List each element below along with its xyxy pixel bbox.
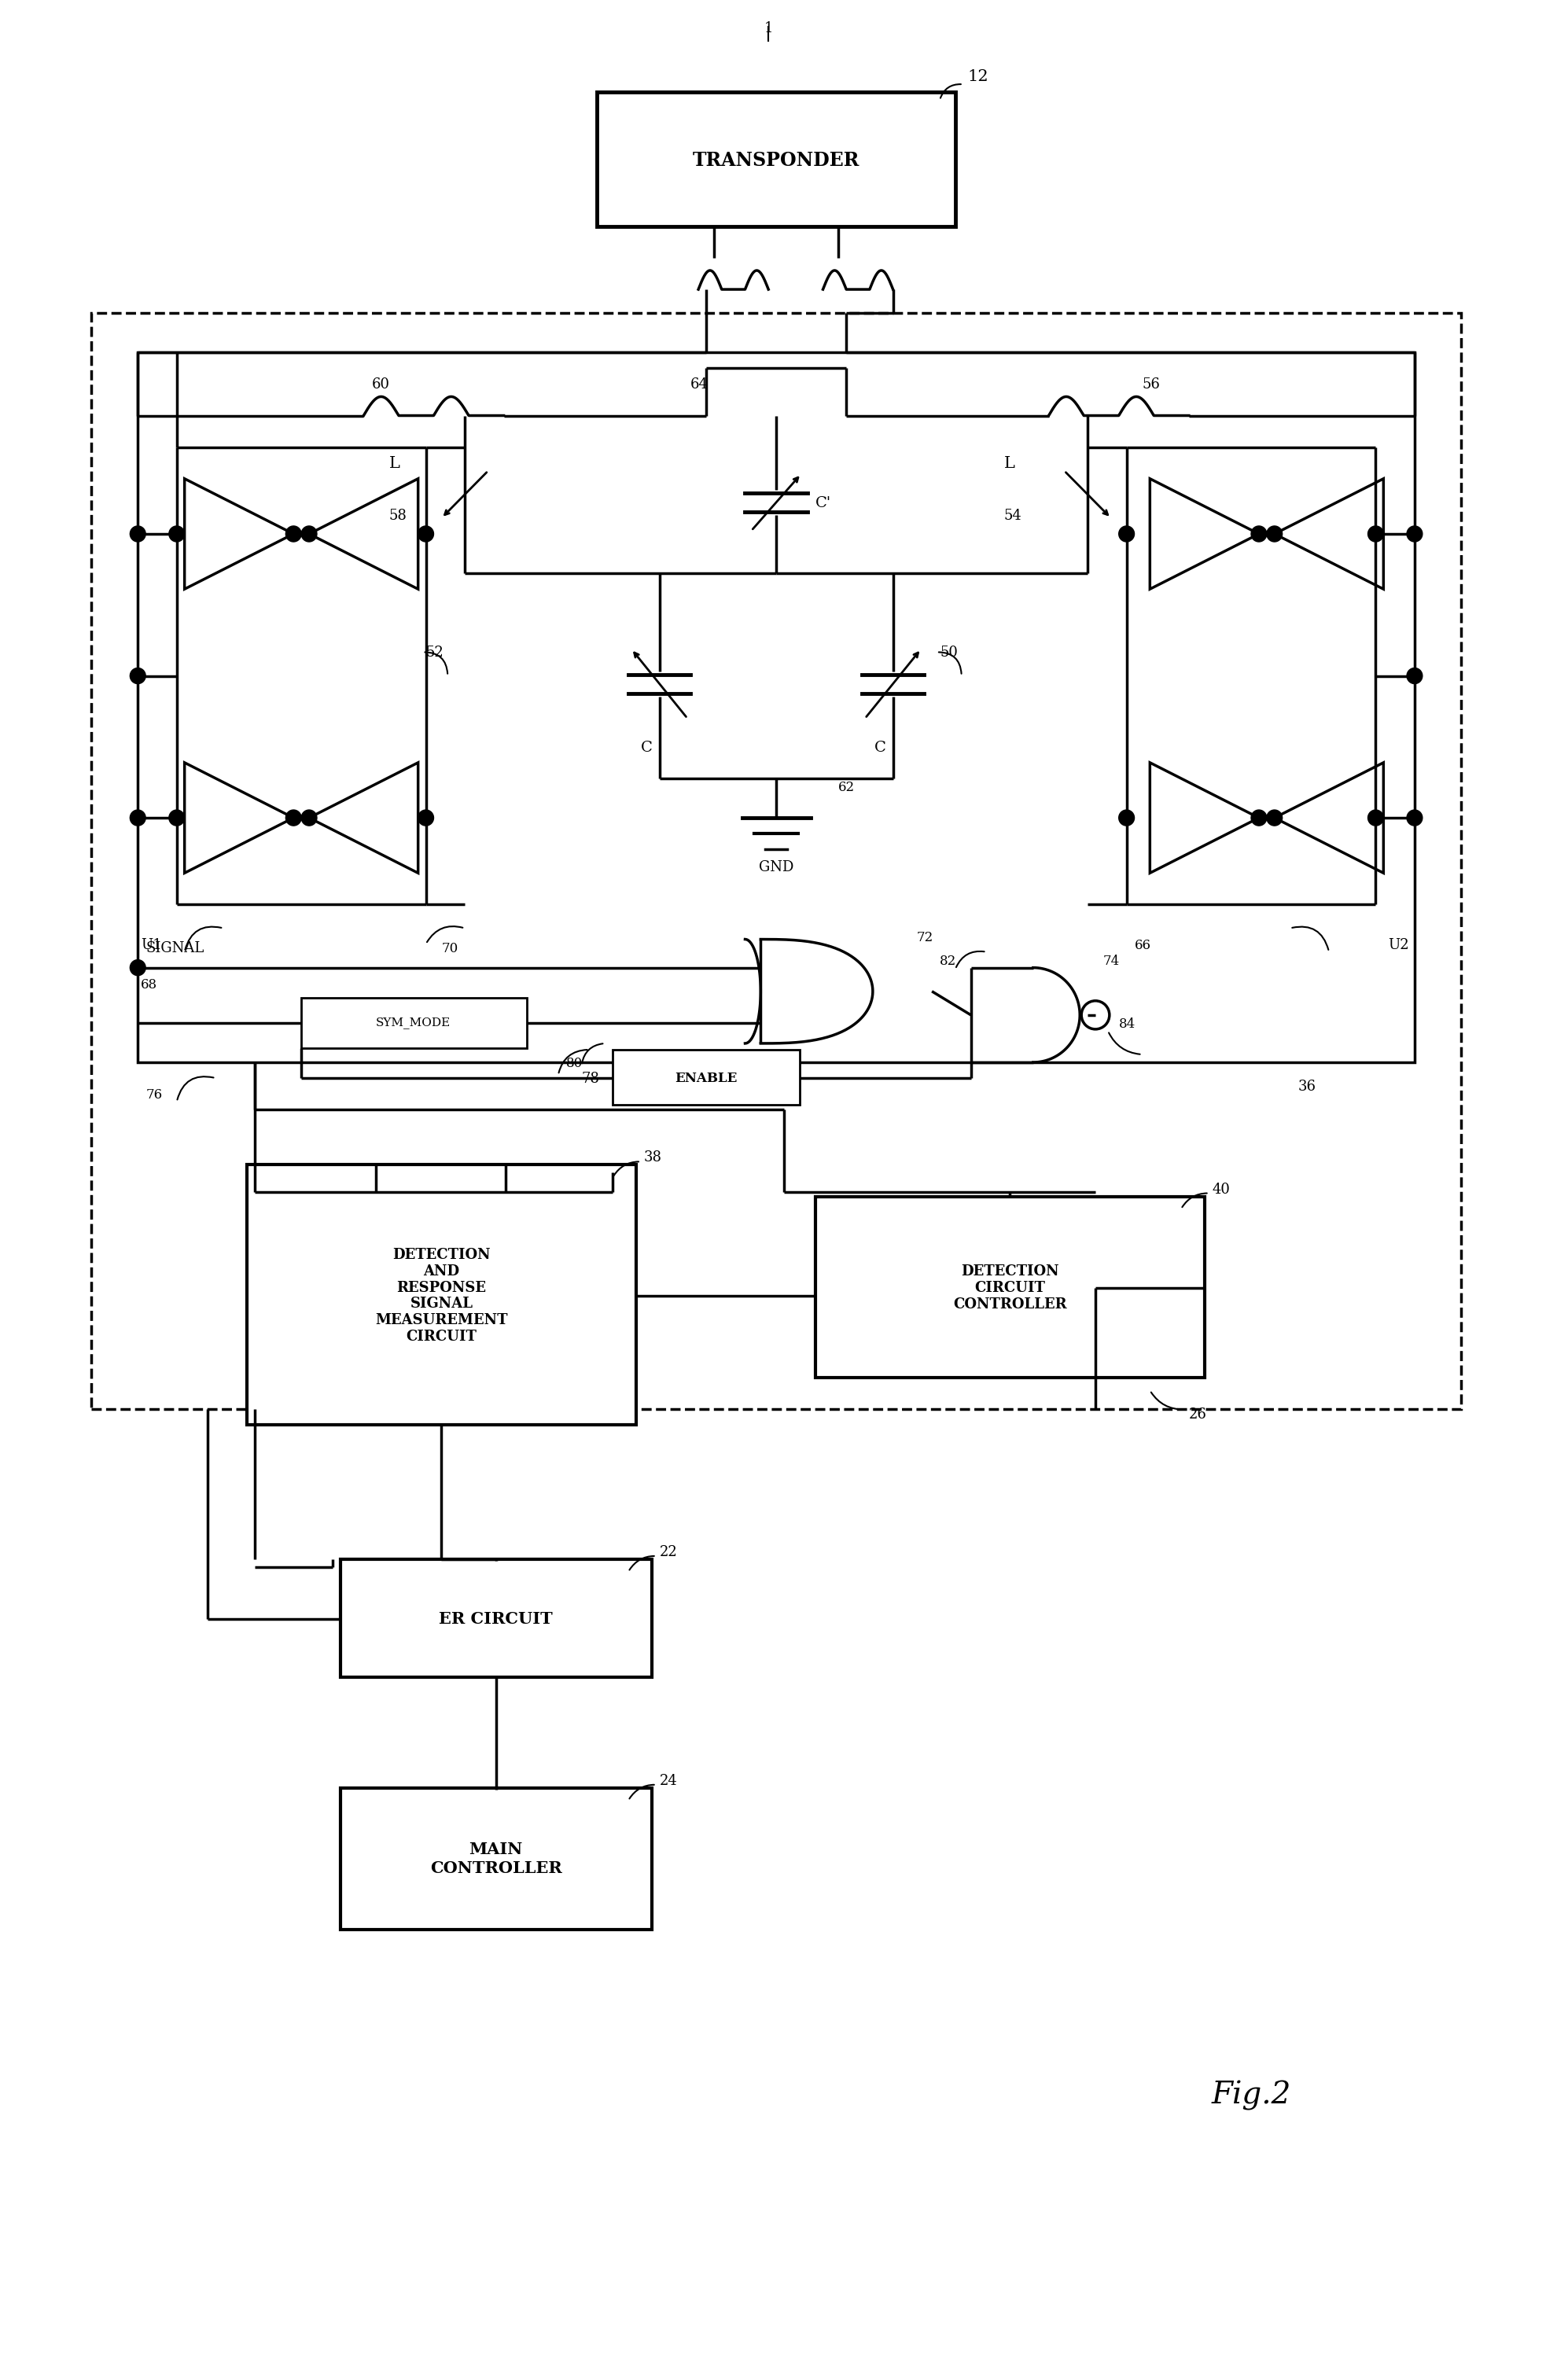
Text: TRANSPONDER: TRANSPONDER bbox=[693, 150, 859, 169]
Text: 52: 52 bbox=[426, 647, 444, 661]
Text: C: C bbox=[641, 742, 652, 756]
Text: 22: 22 bbox=[660, 1545, 677, 1559]
Circle shape bbox=[1251, 525, 1267, 542]
Text: ENABLE: ENABLE bbox=[674, 1072, 737, 1084]
Bar bbox=[340, 1788, 652, 1930]
Text: 50: 50 bbox=[939, 647, 958, 661]
Circle shape bbox=[301, 811, 317, 825]
Text: C': C' bbox=[815, 497, 831, 511]
Text: ER CIRCUIT: ER CIRCUIT bbox=[439, 1612, 554, 1626]
Text: 84: 84 bbox=[1120, 1017, 1135, 1032]
Circle shape bbox=[1406, 525, 1422, 542]
Bar bbox=[613, 1051, 800, 1105]
Text: 24: 24 bbox=[660, 1773, 677, 1788]
Text: 72: 72 bbox=[916, 932, 933, 944]
Text: DETECTION
AND
RESPONSE
SIGNAL
MEASUREMENT
CIRCUIT: DETECTION AND RESPONSE SIGNAL MEASUREMEN… bbox=[375, 1248, 508, 1343]
Bar bbox=[91, 314, 1461, 1410]
Text: 70: 70 bbox=[442, 941, 458, 956]
Text: 54: 54 bbox=[1004, 509, 1022, 523]
Text: 1: 1 bbox=[764, 21, 773, 36]
Text: Fig.2: Fig.2 bbox=[1210, 2080, 1290, 2111]
Circle shape bbox=[1406, 668, 1422, 685]
Text: C: C bbox=[875, 742, 886, 756]
Circle shape bbox=[419, 811, 434, 825]
Bar bbox=[815, 1196, 1204, 1379]
Circle shape bbox=[1120, 525, 1134, 542]
Circle shape bbox=[1367, 525, 1383, 542]
Circle shape bbox=[301, 525, 317, 542]
Text: 64: 64 bbox=[690, 378, 709, 392]
Circle shape bbox=[285, 811, 301, 825]
Text: SYM_MODE: SYM_MODE bbox=[376, 1017, 452, 1029]
Text: 68: 68 bbox=[141, 977, 157, 991]
Circle shape bbox=[1267, 525, 1283, 542]
Bar bbox=[301, 998, 527, 1048]
Text: MAIN
CONTROLLER: MAIN CONTROLLER bbox=[430, 1842, 561, 1875]
Text: L: L bbox=[1005, 456, 1014, 471]
Circle shape bbox=[1367, 811, 1383, 825]
Bar bbox=[138, 352, 1414, 1063]
Text: 62: 62 bbox=[839, 780, 855, 794]
Circle shape bbox=[169, 811, 185, 825]
Text: U2: U2 bbox=[1388, 939, 1410, 951]
Bar bbox=[246, 1165, 637, 1426]
Text: U1: U1 bbox=[141, 939, 162, 951]
Text: 12: 12 bbox=[967, 69, 989, 83]
Text: 38: 38 bbox=[644, 1150, 662, 1165]
Text: GND: GND bbox=[759, 860, 793, 875]
Circle shape bbox=[1120, 811, 1134, 825]
Circle shape bbox=[169, 525, 185, 542]
Text: 58: 58 bbox=[389, 509, 406, 523]
Circle shape bbox=[419, 525, 434, 542]
Bar bbox=[340, 1559, 652, 1678]
Text: 76: 76 bbox=[146, 1089, 162, 1103]
Circle shape bbox=[1267, 811, 1283, 825]
Bar bbox=[597, 93, 955, 226]
Text: 60: 60 bbox=[372, 378, 389, 392]
Text: L: L bbox=[389, 456, 400, 471]
Text: 82: 82 bbox=[939, 953, 956, 967]
Text: 36: 36 bbox=[1298, 1079, 1316, 1093]
Text: 40: 40 bbox=[1212, 1181, 1231, 1196]
Text: 56: 56 bbox=[1142, 378, 1160, 392]
Text: 26: 26 bbox=[1189, 1407, 1207, 1421]
Circle shape bbox=[130, 668, 146, 685]
Text: 74: 74 bbox=[1104, 953, 1120, 967]
Circle shape bbox=[1251, 811, 1267, 825]
Circle shape bbox=[285, 525, 301, 542]
Circle shape bbox=[1406, 811, 1422, 825]
Circle shape bbox=[130, 960, 146, 975]
Text: SIGNAL: SIGNAL bbox=[146, 941, 204, 956]
Text: 80: 80 bbox=[566, 1058, 583, 1070]
Text: 78: 78 bbox=[582, 1072, 599, 1086]
Text: 66: 66 bbox=[1134, 939, 1151, 951]
Text: DETECTION
CIRCUIT
CONTROLLER: DETECTION CIRCUIT CONTROLLER bbox=[953, 1265, 1066, 1312]
Circle shape bbox=[130, 811, 146, 825]
Circle shape bbox=[130, 525, 146, 542]
